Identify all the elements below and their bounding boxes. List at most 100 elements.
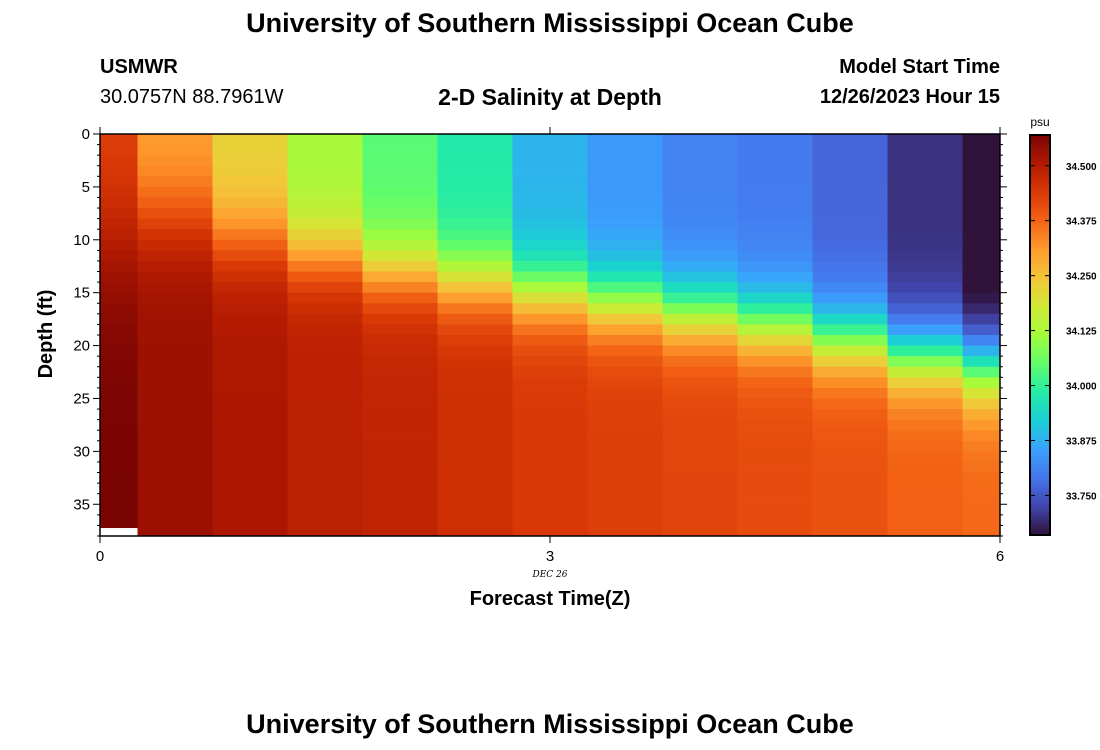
heatmap-cell xyxy=(662,451,738,463)
station-name: USMWR xyxy=(100,56,178,78)
plot-axes: 0 5 10 15 20 25 30 35 0 3 6 xyxy=(73,126,1007,565)
y-tick-label: 35 xyxy=(73,496,90,513)
heatmap-cell xyxy=(100,409,138,421)
heatmap-cell xyxy=(287,250,363,262)
heatmap-cell xyxy=(587,155,663,167)
heatmap-cell xyxy=(962,398,1001,410)
heatmap-cell xyxy=(587,398,663,410)
heatmap-cell xyxy=(287,176,363,188)
heatmap-cell xyxy=(737,197,813,209)
heatmap-cell xyxy=(512,271,588,283)
heatmap-cell xyxy=(737,176,813,188)
heatmap-cell xyxy=(212,398,288,410)
heatmap-cell xyxy=(437,229,513,241)
heatmap-cell xyxy=(287,260,363,273)
heatmap-cell xyxy=(362,472,438,484)
heatmap-cell xyxy=(287,451,363,463)
heatmap-cell xyxy=(587,440,663,452)
heatmap-cell xyxy=(962,197,1001,209)
heatmap-cell xyxy=(437,514,513,526)
heatmap-cell xyxy=(137,377,213,389)
heatmap-cell xyxy=(962,419,1001,431)
heatmap-cell xyxy=(587,335,663,347)
heatmap-cell xyxy=(962,165,1001,177)
heatmap-cell xyxy=(362,483,438,495)
heatmap-cell xyxy=(362,218,438,230)
heatmap-cell xyxy=(362,493,438,505)
x-tick-label: 0 xyxy=(96,548,104,565)
heatmap-cell xyxy=(362,176,438,188)
heatmap-cell xyxy=(662,493,738,505)
heatmap-cell xyxy=(662,472,738,484)
colorbar-tick-label: 33.875 xyxy=(1066,436,1097,447)
heatmap-cell xyxy=(437,176,513,188)
heatmap-cell xyxy=(512,356,588,368)
heatmap-cell xyxy=(662,176,738,188)
heatmap-cell xyxy=(512,514,588,526)
heatmap-cell xyxy=(587,197,663,209)
heatmap-cell xyxy=(137,229,213,241)
heatmap-cell xyxy=(662,260,738,273)
heatmap-cell xyxy=(137,197,213,209)
y-axis-label: Depth (ft) xyxy=(35,290,57,379)
heatmap-cell xyxy=(737,483,813,495)
heatmap-cell xyxy=(212,324,288,336)
heatmap-cell xyxy=(437,483,513,495)
heatmap-cell xyxy=(737,229,813,241)
heatmap-cell xyxy=(362,271,438,283)
heatmap-cell xyxy=(362,229,438,241)
heatmap-cell xyxy=(512,186,588,198)
heatmap-cell xyxy=(887,398,963,410)
heatmap-cell xyxy=(100,483,138,495)
heatmap-cell xyxy=(100,271,138,283)
heatmap-cell xyxy=(812,335,888,347)
heatmap-cell xyxy=(362,356,438,368)
heatmap-cell xyxy=(887,440,963,452)
heatmap-cell xyxy=(362,504,438,516)
heatmap-cell xyxy=(737,472,813,484)
heatmap-cell xyxy=(100,451,138,463)
heatmap-cell xyxy=(100,377,138,389)
heatmap-cell xyxy=(737,514,813,526)
heatmap-cell xyxy=(437,335,513,347)
heatmap-cell xyxy=(212,366,288,378)
heatmap-cell xyxy=(662,144,738,156)
heatmap-cell xyxy=(587,366,663,378)
heatmap-cell xyxy=(587,493,663,505)
heatmap-cell xyxy=(587,525,663,537)
heatmap-cell xyxy=(812,472,888,484)
heatmap-cell xyxy=(662,165,738,177)
heatmap-cell xyxy=(362,303,438,315)
heatmap-cell xyxy=(887,197,963,209)
heatmap-cell xyxy=(437,165,513,177)
heatmap-cell xyxy=(737,303,813,315)
heatmap-cell xyxy=(662,387,738,399)
heatmap-cell xyxy=(587,324,663,336)
heatmap-cell xyxy=(962,377,1001,389)
heatmap-cell xyxy=(887,366,963,378)
heatmap-cell xyxy=(962,472,1001,484)
heatmap-cell xyxy=(362,345,438,357)
heatmap-cell xyxy=(587,229,663,241)
heatmap-cell xyxy=(212,282,288,294)
heatmap-cell xyxy=(287,345,363,357)
heatmap-cell xyxy=(362,186,438,198)
heatmap-cell xyxy=(737,218,813,230)
heatmap-cell xyxy=(587,292,663,304)
heatmap-cell xyxy=(587,208,663,220)
heatmap-cell xyxy=(887,493,963,505)
heatmap-cell xyxy=(887,271,963,283)
heatmap-cell xyxy=(100,504,138,516)
heatmap-cell xyxy=(887,514,963,526)
colorbar-tick-label: 34.375 xyxy=(1066,217,1097,228)
heatmap-cell xyxy=(212,134,288,146)
heatmap-cell xyxy=(662,525,738,537)
heatmap-cell xyxy=(662,239,738,251)
heatmap-cell xyxy=(512,324,588,336)
heatmap-cell xyxy=(137,165,213,177)
heatmap-cell xyxy=(100,313,138,325)
heatmap-cell xyxy=(100,282,138,294)
heatmap-cell xyxy=(662,186,738,198)
heatmap-cell xyxy=(212,504,288,516)
heatmap-cell xyxy=(362,387,438,399)
